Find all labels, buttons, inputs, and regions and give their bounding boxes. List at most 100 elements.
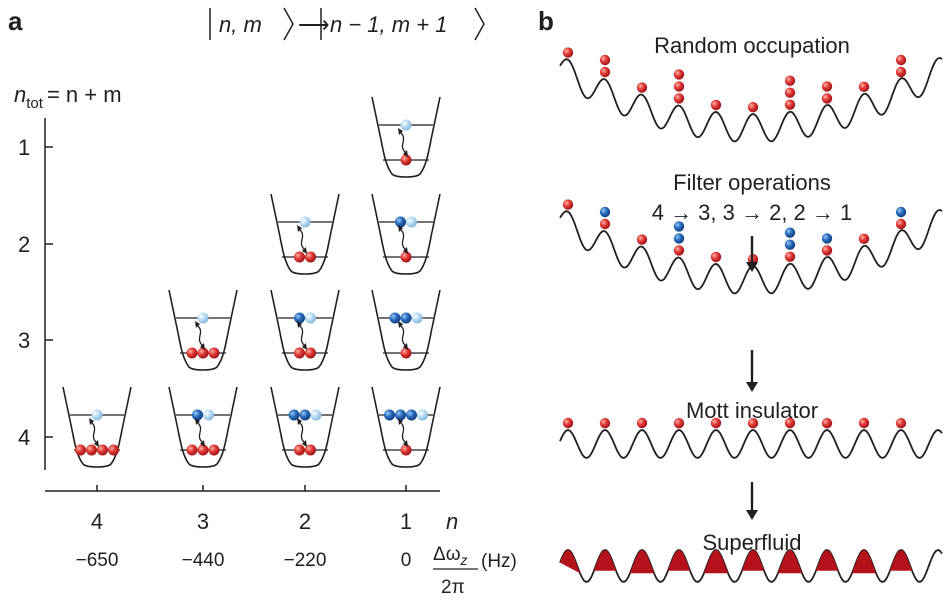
blue-atom — [299, 409, 311, 421]
y-axis-label: ntot = n + m — [14, 82, 122, 112]
red-atom — [400, 251, 412, 263]
blue-atom — [389, 312, 401, 324]
red-atom — [895, 54, 907, 66]
red-atom — [294, 347, 305, 359]
well — [371, 96, 441, 178]
red-atom — [784, 417, 796, 429]
transition-arrow-icon — [196, 324, 204, 347]
transition-arrow-icon — [399, 131, 407, 154]
y-tick-label: 2 — [18, 232, 30, 257]
transition-arrow-icon — [399, 421, 407, 444]
red-atom — [75, 444, 86, 456]
lattice-mott-insulator — [559, 429, 943, 459]
step-filter-operations: Filter operations — [673, 170, 831, 195]
red-atom — [858, 81, 870, 93]
transition-arrow-icon — [399, 228, 407, 251]
superfluid-density — [668, 550, 690, 571]
light-blue-atom — [406, 216, 417, 228]
x-axis-frequency-label: Δωz 2π (Hz) — [433, 544, 517, 598]
superfluid-density — [816, 550, 838, 571]
red-atom — [599, 54, 611, 66]
red-atom — [400, 154, 412, 166]
light-blue-atom — [411, 312, 423, 324]
energy-level-wells — [62, 96, 441, 468]
red-atom — [636, 234, 648, 245]
blue-atom — [395, 409, 406, 421]
blue-atom — [406, 409, 417, 421]
transition-arrow: ⟶ — [298, 12, 330, 37]
transition-formula: n, m ⟶ n − 1, m + 1 — [209, 7, 485, 41]
red-atom — [895, 218, 907, 230]
red-atom — [294, 251, 305, 263]
red-atom — [305, 347, 316, 359]
blue-atom — [784, 239, 796, 250]
red-atom — [208, 444, 220, 456]
red-atom — [710, 251, 722, 263]
x-tick-frequency-label: 0 — [401, 550, 412, 571]
transition-arrow-icon — [298, 228, 306, 251]
y-tick-label: 4 — [18, 425, 30, 450]
well — [270, 289, 340, 371]
transition-arrow-icon — [196, 421, 204, 444]
light-blue-atom — [197, 312, 209, 324]
red-atom — [784, 87, 796, 98]
svg-text:2π: 2π — [441, 577, 465, 598]
red-atom — [305, 251, 316, 263]
red-atom — [197, 444, 209, 456]
red-atom — [747, 102, 759, 113]
red-atom — [858, 417, 870, 429]
red-atom — [821, 81, 833, 92]
red-atom — [858, 233, 870, 245]
y-axis-ticks: 1 2 3 4 — [18, 135, 53, 450]
y-tick-label: 3 — [18, 328, 30, 353]
well — [270, 193, 340, 275]
light-blue-atom — [400, 119, 412, 131]
red-atom — [784, 99, 796, 110]
blue-atom — [294, 312, 305, 324]
red-atom — [821, 418, 833, 429]
lattice-sequence — [559, 47, 943, 583]
blue-atom — [673, 221, 685, 232]
superfluid-density — [852, 550, 876, 574]
x-tick-frequency-label: −220 — [284, 550, 327, 571]
red-atom — [97, 444, 108, 456]
red-atom — [673, 245, 685, 256]
red-atom — [599, 66, 611, 78]
light-blue-atom — [417, 409, 428, 421]
red-atom — [86, 444, 97, 456]
superfluid-density — [630, 550, 654, 574]
superfluid-density — [890, 550, 912, 571]
red-atom — [784, 251, 796, 262]
red-atom — [673, 81, 685, 92]
panel-a-letter: a — [8, 6, 23, 36]
lattice-superfluid — [559, 549, 943, 583]
blue-atom — [400, 312, 412, 324]
x-tick-frequency-label: −440 — [182, 550, 225, 571]
red-atom — [197, 347, 209, 359]
x-axis-ticks: 4 −650 3 −440 2 −220 1 0 — [76, 485, 412, 571]
light-blue-atom — [299, 216, 311, 228]
well — [371, 193, 441, 275]
x-tick-n-label: 3 — [197, 509, 209, 534]
blue-atom — [384, 409, 395, 421]
red-atom — [673, 418, 685, 429]
y-tick-label: 1 — [18, 135, 30, 160]
x-tick-n-label: 1 — [400, 509, 412, 534]
ket-final: n − 1, m + 1 — [330, 12, 447, 37]
red-atom — [562, 417, 574, 429]
step-random-occupation: Random occupation — [654, 33, 850, 58]
red-atom — [400, 444, 412, 456]
superfluid-density — [778, 550, 802, 574]
superfluid-density — [742, 550, 764, 571]
blue-atom — [395, 216, 406, 228]
well — [168, 386, 238, 468]
blue-atom — [673, 233, 685, 244]
light-blue-atom — [203, 409, 214, 421]
superfluid-density — [704, 550, 728, 574]
red-atom — [636, 417, 648, 429]
red-atom — [821, 245, 833, 256]
red-atom — [208, 347, 220, 359]
ket-initial: n, m — [219, 12, 262, 37]
red-atom — [673, 93, 685, 104]
